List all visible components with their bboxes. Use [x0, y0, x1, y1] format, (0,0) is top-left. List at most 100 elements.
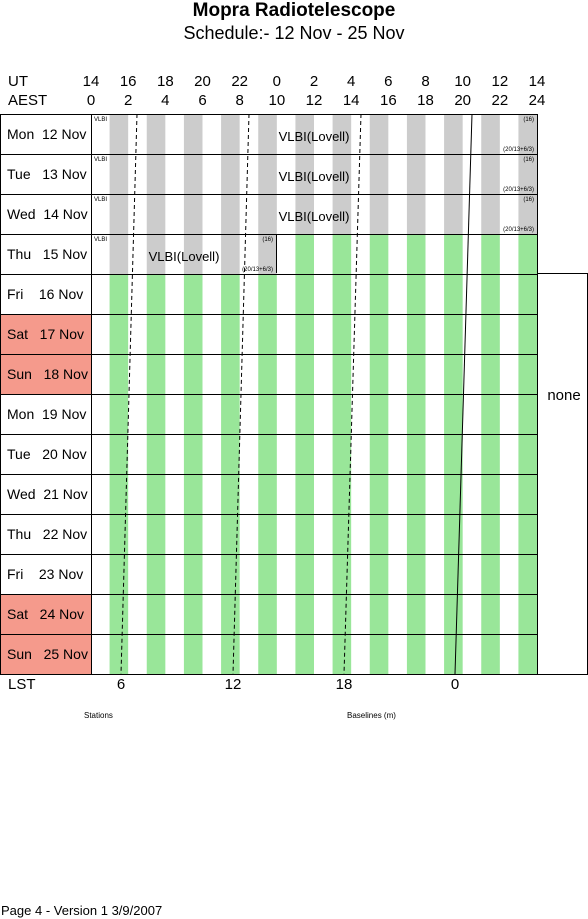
- slot-r3-s13: [332, 234, 352, 274]
- slot-r3-s3: [146, 234, 166, 274]
- booking-note-2: (20/13+6/3): [503, 227, 534, 233]
- lst-label: LST: [8, 676, 36, 693]
- day-label-9: Wed 21 Nov: [7, 486, 88, 502]
- stations-label: Stations: [84, 711, 113, 720]
- slot-r5-s19: [444, 314, 463, 354]
- slot-r3-s1: [109, 234, 129, 274]
- ut-tick-4: 22: [231, 73, 248, 90]
- slot-r8-s11: [295, 434, 314, 474]
- slot-r10-s5: [183, 514, 203, 554]
- lst-tick-0: 6: [116, 676, 126, 693]
- slot-r0-s13: [332, 114, 352, 154]
- slot-r3-s21: [481, 234, 500, 274]
- slot-r9-s7: [221, 474, 240, 514]
- slot-r1-s15: [369, 154, 389, 194]
- booking-note-0: (20/13+6/3): [503, 147, 534, 153]
- slot-r9-s23: [518, 474, 537, 514]
- aest-label: AEST: [8, 92, 48, 109]
- ut-tick-7: 4: [346, 73, 356, 90]
- slot-r4-s17: [406, 274, 426, 314]
- slot-r6-s1: [109, 354, 129, 394]
- slot-r5-s21: [481, 314, 500, 354]
- slot-r12-s19: [444, 594, 463, 634]
- aest-tick-8: 16: [379, 92, 397, 109]
- booking-label-2: VLBI(Lovell): [279, 209, 350, 224]
- aest-tick-9: 18: [417, 92, 434, 109]
- lst-tick-1: 12: [224, 676, 242, 693]
- slot-r12-s13: [332, 594, 352, 634]
- day-label-13: Sun 25 Nov: [0, 634, 91, 674]
- lst-12-line: [232, 113, 250, 675]
- slot-r10-s3: [146, 514, 166, 554]
- slot-r5-s1: [109, 314, 129, 354]
- slot-r6-s13: [332, 354, 352, 394]
- slot-r6-s9: [258, 354, 277, 394]
- slot-r1-s1: [109, 154, 129, 194]
- slot-r13-s9: [258, 634, 277, 674]
- page-subtitle: Schedule:- 12 Nov - 25 Nov: [183, 23, 405, 43]
- aest-tick-4: 8: [235, 92, 244, 109]
- slot-r6-s15: [369, 354, 389, 394]
- slot-r4-s1: [109, 274, 129, 314]
- booking-tag-1: VLBI: [94, 157, 107, 163]
- slot-r8-s21: [481, 434, 500, 474]
- slot-r6-s3: [146, 354, 166, 394]
- booking-label-0: VLBI(Lovell): [279, 129, 350, 144]
- slot-r3-s11: [295, 234, 314, 274]
- ut-tick-12: 14: [528, 73, 546, 90]
- ut-tick-9: 8: [421, 73, 430, 90]
- slot-r12-s11: [295, 594, 314, 634]
- side-label-none: none: [547, 387, 581, 404]
- ut-tick-11: 12: [491, 73, 509, 90]
- slot-r9-s13: [332, 474, 352, 514]
- slot-r12-s17: [406, 594, 426, 634]
- booking-label-3: VLBI(Lovell): [149, 249, 220, 264]
- slot-r11-s7: [221, 554, 240, 594]
- slot-r12-s7: [221, 594, 240, 634]
- aest-tick-11: 22: [491, 92, 509, 109]
- slot-r11-s9: [258, 554, 277, 594]
- aest-tick-0: 0: [86, 92, 96, 109]
- aest-tick-6: 12: [305, 92, 323, 109]
- slot-r13-s21: [481, 634, 500, 674]
- slot-r0-s15: [369, 114, 389, 154]
- slot-r1-s13: [332, 154, 352, 194]
- aest-tick-2: 4: [161, 92, 170, 109]
- day-label-5: Sat 17 Nov: [0, 314, 91, 354]
- ut-tick-5: 0: [272, 73, 281, 90]
- slot-r2-s21: [481, 194, 500, 234]
- ut-tick-3: 20: [194, 73, 211, 90]
- slot-r8-s15: [369, 434, 389, 474]
- slot-r3-s19: [444, 234, 463, 274]
- ut-tick-10: 10: [454, 73, 471, 90]
- slot-r4-s15: [369, 274, 389, 314]
- slot-r6-s23: [518, 354, 537, 394]
- booking-code-2: (16): [523, 197, 534, 203]
- slot-r12-s5: [183, 594, 203, 634]
- slot-r4-s21: [481, 274, 500, 314]
- slot-r1-s5: [183, 154, 203, 194]
- slot-r9-s3: [146, 474, 166, 514]
- slot-r8-s5: [183, 434, 203, 474]
- slot-r13-s17: [406, 634, 426, 674]
- slot-r7-s15: [369, 394, 389, 434]
- slot-r12-s1: [109, 594, 129, 634]
- side-panel: [537, 273, 588, 675]
- slot-r8-s3: [146, 434, 166, 474]
- slot-r10-s13: [332, 514, 352, 554]
- slot-r2-s19: [444, 194, 463, 234]
- slot-r7-s23: [518, 394, 537, 434]
- footer-version: Page 4 - Version 1 3/9/2007: [1, 903, 163, 918]
- slot-r11-s13: [332, 554, 352, 594]
- slot-r9-s1: [109, 474, 129, 514]
- slot-r6-s19: [444, 354, 463, 394]
- lst-tick-3: 0: [450, 676, 460, 693]
- page-title: Mopra Radiotelescope: [192, 0, 396, 21]
- lst-6-line: [120, 113, 138, 675]
- slot-r10-s23: [518, 514, 537, 554]
- slot-r2-s23: [518, 194, 537, 234]
- ut-tick-6: 2: [309, 73, 319, 90]
- slot-r8-s7: [221, 434, 240, 474]
- slot-r7-s1: [109, 394, 129, 434]
